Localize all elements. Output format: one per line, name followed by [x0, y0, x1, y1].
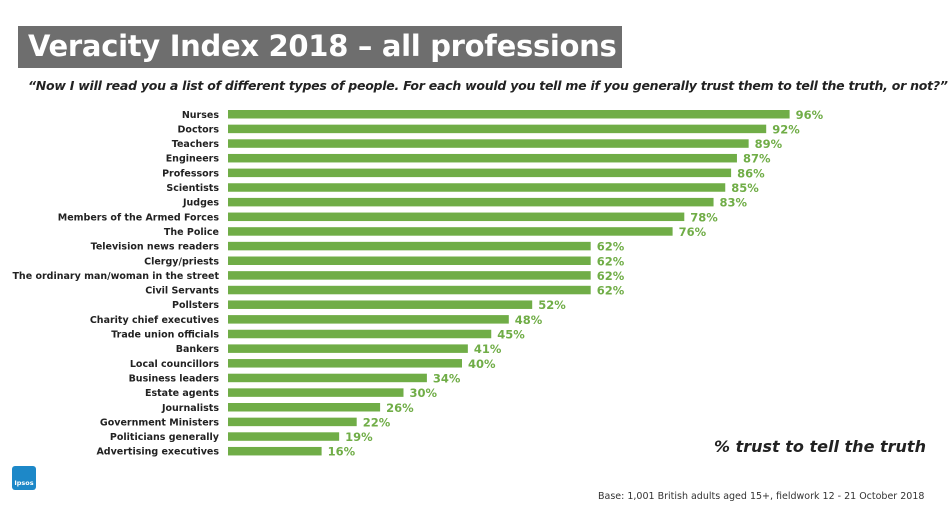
bar-professors [228, 168, 732, 178]
value-label-bankers: 41% [474, 342, 502, 356]
bar-clergy-priests [228, 256, 591, 265]
value-label-judges: 83% [720, 196, 748, 210]
category-label-politicians-generally: Politicians generally [110, 432, 220, 443]
bar-trade-union-officials [228, 329, 492, 339]
bar-government-ministers [228, 417, 357, 427]
category-label-teachers: Teachers [172, 139, 220, 150]
value-label-scientists: 85% [731, 181, 759, 195]
value-label-trade-union-officials: 45% [497, 328, 525, 342]
value-label-doctors: 92% [772, 122, 800, 136]
bar-nurses [228, 110, 790, 119]
category-label-members-of-the-armed-forces: Members of the Armed Forces [58, 212, 220, 223]
ipsos-logo: Ipsos [12, 466, 36, 490]
bar-business-leaders [228, 373, 427, 383]
category-label-doctors: Doctors [178, 124, 220, 135]
value-label-nurses: 96% [796, 108, 824, 122]
category-label-journalists: Journalists [161, 403, 219, 414]
value-label-television-news-readers: 62% [597, 240, 625, 254]
category-label-clergy-priests: Clergy/priests [144, 256, 219, 267]
value-label-professors: 86% [737, 166, 765, 180]
category-label-the-police: The Police [164, 227, 219, 238]
value-label-clergy-priests: 62% [597, 254, 625, 268]
category-label-the-ordinary-man-woman-in-the-street: The ordinary man/woman in the street [12, 271, 219, 282]
value-label-government-ministers: 22% [363, 415, 391, 429]
value-label-the-ordinary-man-woman-in-the-street: 62% [597, 269, 625, 283]
bar-engineers [228, 153, 737, 163]
value-label-charity-chief-executives: 48% [515, 313, 543, 327]
category-label-nurses: Nurses [182, 110, 219, 121]
value-label-journalists: 26% [386, 401, 414, 415]
category-label-trade-union-officials: Trade union officials [111, 330, 219, 341]
value-label-business-leaders: 34% [433, 371, 461, 385]
category-label-television-news-readers: Television news readers [91, 242, 220, 253]
category-label-estate-agents: Estate agents [145, 388, 219, 399]
bar-the-police [228, 227, 673, 236]
bar-pollsters [228, 300, 533, 309]
bar-judges [228, 197, 714, 207]
bar-civil-servants [228, 285, 591, 295]
bar-advertising-executives [228, 446, 322, 456]
value-label-estate-agents: 30% [410, 386, 438, 400]
bar-bankers [228, 344, 468, 353]
logo-text: Ipsos [14, 479, 34, 487]
category-label-bankers: Bankers [176, 344, 220, 355]
category-label-engineers: Engineers [166, 154, 220, 165]
bar-journalists [228, 403, 381, 412]
category-label-professors: Professors [162, 168, 219, 179]
title-box: Veracity Index 2018 – all professions [18, 26, 622, 68]
bar-charity-chief-executives [228, 315, 509, 324]
category-label-scientists: Scientists [166, 183, 219, 194]
chart-title: Veracity Index 2018 – all professions [28, 29, 617, 63]
bar-members-of-the-armed-forces [228, 212, 685, 222]
bar-scientists [228, 183, 726, 192]
value-label-local-councillors: 40% [468, 357, 496, 371]
category-label-government-ministers: Government Ministers [100, 417, 219, 428]
value-label-pollsters: 52% [538, 298, 566, 312]
value-label-the-police: 76% [679, 225, 707, 239]
bar-local-councillors [228, 359, 462, 368]
category-label-charity-chief-executives: Charity chief executives [90, 315, 220, 326]
category-label-business-leaders: Business leaders [129, 373, 220, 384]
bar-teachers [228, 139, 749, 148]
category-label-civil-servants: Civil Servants [145, 286, 219, 297]
category-label-advertising-executives: Advertising executives [96, 447, 219, 458]
value-label-members-of-the-armed-forces: 78% [690, 210, 718, 224]
legend-label: % trust to tell the truth [714, 437, 926, 456]
category-label-pollsters: Pollsters [172, 300, 219, 311]
base-note: Base: 1,001 British adults aged 15+, fie… [598, 491, 925, 502]
category-label-local-councillors: Local councillors [130, 359, 219, 370]
bar-doctors [228, 124, 767, 134]
category-label-judges: Judges [182, 198, 219, 209]
value-label-engineers: 87% [743, 152, 771, 166]
bar-the-ordinary-man-woman-in-the-street [228, 271, 591, 280]
value-label-politicians-generally: 19% [345, 430, 373, 444]
value-label-advertising-executives: 16% [328, 445, 356, 459]
survey-question: “Now I will read you a list of different… [28, 78, 948, 93]
bar-television-news-readers [228, 241, 591, 251]
bar-estate-agents [228, 388, 404, 397]
value-label-civil-servants: 62% [597, 284, 625, 298]
value-label-teachers: 89% [755, 137, 783, 151]
bar-politicians-generally [228, 432, 340, 441]
